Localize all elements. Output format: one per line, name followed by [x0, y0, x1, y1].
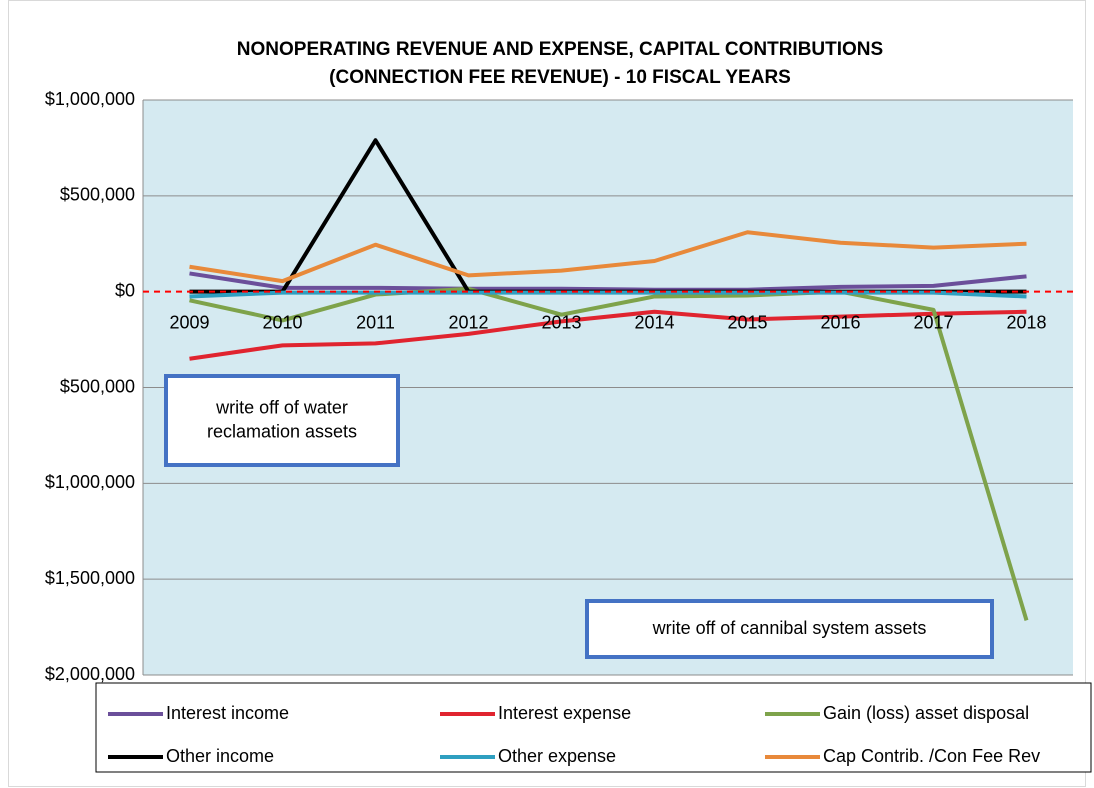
- y-tick-label: $1,000,000: [45, 89, 135, 109]
- legend-box: [95, 682, 1092, 773]
- annotation-text: write off of cannibal system assets: [652, 618, 927, 638]
- x-tick-label: 2009: [169, 312, 209, 332]
- legend-label: Other income: [166, 746, 274, 766]
- x-tick-label: 2012: [448, 312, 488, 332]
- x-tick-label: 2016: [820, 312, 860, 332]
- series-line: [189, 286, 1029, 621]
- y-tick-label: $2,000,000: [45, 664, 135, 684]
- legend-label: Gain (loss) asset disposal: [823, 703, 1029, 723]
- annotation-box: [164, 374, 400, 467]
- y-tick-label: $1,500,000: [45, 568, 135, 588]
- series-line: [189, 230, 1027, 284]
- chart-title: (CONNECTION FEE REVENUE) - 10 FISCAL YEA…: [329, 67, 791, 88]
- legend-label: Interest income: [166, 703, 289, 723]
- annotation-text: reclamation assets: [207, 421, 357, 441]
- y-tick-label: $500,000: [60, 376, 135, 396]
- x-tick-label: 2017: [913, 312, 953, 332]
- legend-label: Interest expense: [498, 703, 631, 723]
- x-tick-label: 2018: [1006, 312, 1046, 332]
- annotation-text: write off of water: [215, 397, 348, 417]
- series-line: [189, 309, 1027, 361]
- y-tick-label: $1,000,000: [45, 472, 135, 492]
- x-tick-label: 2014: [634, 312, 674, 332]
- y-tick-label: $500,000: [60, 185, 135, 205]
- chart-title: NONOPERATING REVENUE AND EXPENSE, CAPITA…: [237, 39, 883, 60]
- legend-label: Other expense: [498, 746, 616, 766]
- x-tick-label: 2015: [727, 312, 767, 332]
- series-line: [189, 271, 1027, 292]
- x-tick-label: 2011: [356, 312, 395, 332]
- x-tick-label: 2013: [541, 312, 581, 332]
- legend-label: Cap Contrib. /Con Fee Rev: [823, 746, 1040, 766]
- annotation-box: [585, 599, 994, 659]
- x-tick-label: 2010: [262, 312, 302, 332]
- y-tick-label: $0: [115, 280, 135, 300]
